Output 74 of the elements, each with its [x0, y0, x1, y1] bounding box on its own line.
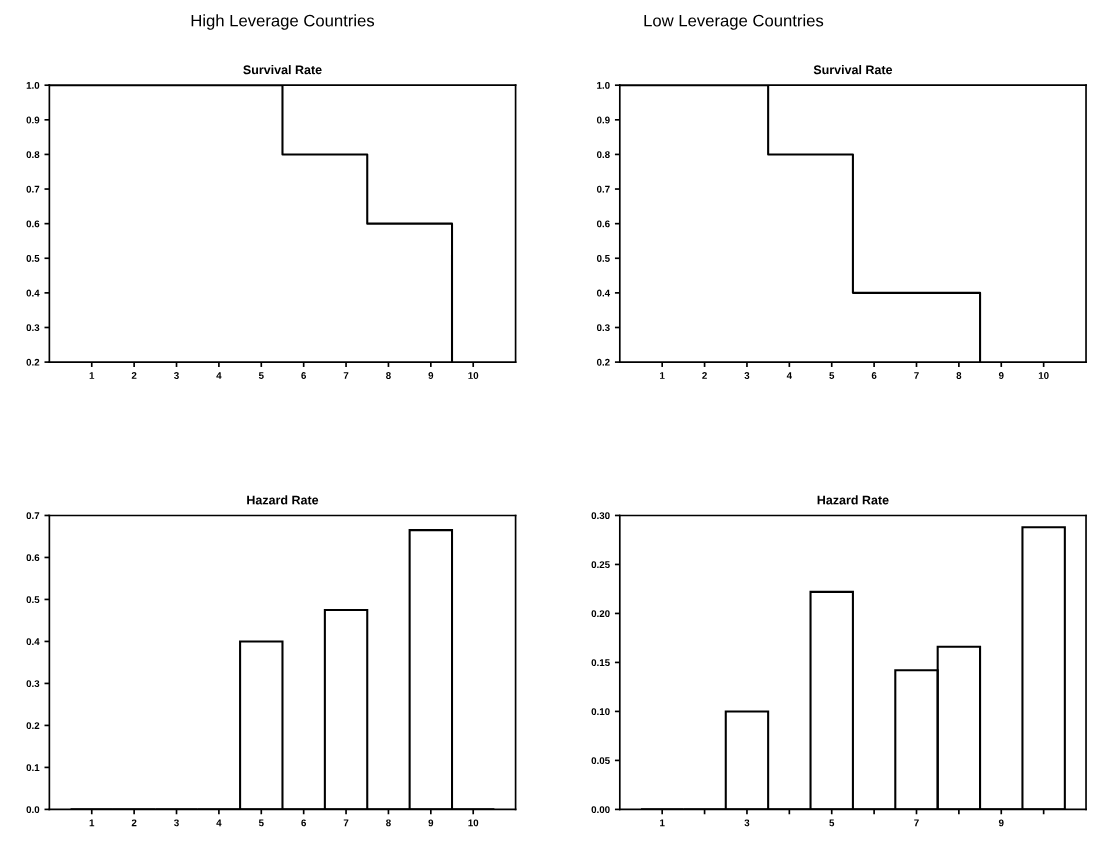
x-tick-label: 1: [89, 372, 95, 379]
chart-subtitle: Survival Rate: [813, 65, 893, 75]
y-tick-label: 0.4: [26, 289, 40, 297]
x-tick-label: 6: [301, 819, 307, 827]
y-tick-label: 0.5: [26, 596, 40, 604]
x-tick-label: 3: [174, 372, 179, 379]
y-tick-label: 0.8: [26, 151, 40, 159]
x-tick-label: 5: [258, 372, 264, 379]
y-tick-label: 0.15: [591, 659, 610, 667]
x-tick-label: 5: [258, 819, 264, 827]
x-tick-label: 1: [660, 372, 665, 379]
y-tick-label: 0.2: [26, 722, 40, 730]
x-tick-label: 2: [131, 372, 137, 379]
x-tick-label: 5: [829, 372, 835, 379]
y-tick-label: 0.00: [591, 806, 610, 814]
chart-title: Hazard Rate: [817, 495, 889, 505]
x-tick-label: 6: [301, 372, 307, 379]
y-tick-label: 0.30: [591, 512, 610, 520]
x-tick-label: 5: [829, 819, 835, 827]
y-tick-label: 1.0: [597, 81, 610, 89]
x-tick-label: 10: [1038, 372, 1049, 379]
y-tick-label: 0.6: [26, 554, 40, 562]
x-tick-label: 3: [744, 819, 750, 827]
y-tick-label: 0.5: [596, 255, 610, 262]
y-tick-label: 0.3: [26, 324, 40, 332]
x-tick-label: 4: [216, 819, 222, 827]
x-tick-label: 9: [998, 372, 1004, 379]
x-tick-label: 2: [702, 372, 707, 379]
x-tick-label: 7: [343, 819, 349, 827]
x-tick-label: 2: [131, 819, 137, 827]
y-tick-label: 0.7: [596, 185, 610, 193]
x-tick-label: 3: [744, 372, 750, 379]
x-tick-label: 6: [871, 372, 877, 379]
y-tick-label: 0.10: [591, 708, 610, 716]
chart-title: Low Leverage Countries: [644, 14, 824, 30]
x-tick-label: 3: [174, 819, 179, 827]
x-tick-label: 9: [998, 819, 1004, 827]
x-tick-label: 8: [386, 819, 391, 827]
y-tick-label: 0.4: [26, 638, 40, 646]
x-tick-label: 9: [428, 819, 434, 827]
y-tick-label: 0.9: [26, 116, 40, 124]
x-tick-label: 1: [660, 819, 665, 827]
x-tick-label: 7: [343, 372, 349, 379]
y-tick-label: 0.6: [596, 220, 610, 228]
x-tick-label: 7: [914, 372, 919, 379]
x-tick-label: 1: [89, 819, 95, 827]
x-tick-label: 9: [428, 372, 434, 379]
x-tick-label: 7: [914, 819, 919, 827]
y-tick-label: 0.9: [596, 116, 610, 124]
y-tick-label: 1.0: [26, 81, 40, 89]
x-tick-label: 10: [468, 372, 479, 379]
y-tick-label: 0.05: [591, 757, 610, 765]
x-tick-label: 8: [956, 372, 962, 379]
y-tick-label: 0.7: [26, 185, 40, 193]
y-tick-label: 0.3: [26, 680, 40, 688]
y-tick-label: 0.7: [26, 512, 40, 520]
y-tick-label: 0.20: [591, 610, 610, 618]
y-tick-label: 0.1: [26, 764, 40, 772]
y-tick-label: 0.2: [596, 358, 610, 366]
x-tick-label: 4: [216, 372, 222, 379]
chart-title: High Leverage Countries: [191, 14, 375, 30]
y-tick-label: 0.25: [591, 561, 610, 569]
y-tick-label: 0.4: [596, 289, 611, 297]
chart-subtitle: Survival Rate: [243, 65, 322, 75]
x-tick-label: 8: [386, 372, 391, 379]
y-tick-label: 0.5: [26, 255, 40, 262]
y-tick-label: 0.0: [26, 806, 40, 814]
y-tick-label: 0.8: [596, 151, 610, 159]
chart-title: Hazard Rate: [247, 495, 319, 505]
y-tick-label: 0.6: [26, 220, 40, 228]
x-tick-label: 10: [468, 819, 479, 827]
y-tick-label: 0.3: [596, 324, 610, 332]
y-tick-label: 0.2: [26, 358, 40, 366]
x-tick-label: 4: [786, 372, 792, 379]
